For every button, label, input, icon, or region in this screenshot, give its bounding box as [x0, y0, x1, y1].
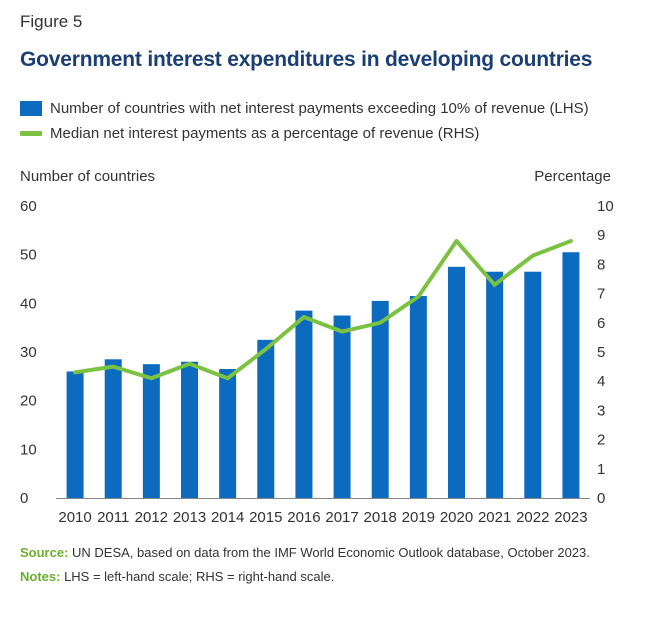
legend-line-swatch: [20, 131, 42, 136]
left-axis-title: Number of countries: [20, 168, 156, 185]
right-tick-label: 2: [597, 432, 605, 449]
right-tick-label: 6: [597, 315, 605, 332]
x-tick-label: 2019: [402, 509, 435, 526]
bar: [295, 310, 313, 498]
x-tick-label: 2021: [478, 509, 511, 526]
legend-line-label: Median net interest payments as a percen…: [50, 125, 480, 142]
source-key: Source:: [20, 545, 69, 560]
x-tick-label: 2020: [440, 509, 473, 526]
x-tick-label: 2014: [211, 509, 244, 526]
bar: [486, 271, 504, 498]
notes-note: Notes: LHS = left-hand scale; RHS = righ…: [20, 569, 334, 584]
bar: [371, 300, 389, 498]
left-tick-label: 10: [20, 441, 37, 458]
x-tick-label: 2017: [325, 509, 358, 526]
right-tick-label: 8: [597, 256, 605, 273]
x-tick-label: 2022: [516, 509, 549, 526]
x-tick-label: 2015: [249, 509, 282, 526]
x-tick-label: 2018: [364, 509, 397, 526]
legend-entry-line: Median net interest payments as a percen…: [20, 125, 479, 142]
bar: [104, 359, 122, 498]
x-tick-label: 2023: [554, 509, 587, 526]
figure-label: Figure 5: [20, 12, 83, 31]
notes-key: Notes:: [20, 569, 61, 584]
x-tick-label: 2013: [173, 509, 206, 526]
left-tick-label: 60: [20, 198, 37, 215]
right-tick-label: 9: [597, 227, 605, 244]
median-line: [73, 239, 573, 381]
legend-bar-swatch: [20, 101, 42, 116]
bar: [219, 369, 237, 498]
left-tick-label: 40: [20, 295, 37, 312]
bar: [257, 339, 275, 498]
source-note: Source: UN DESA, based on data from the …: [20, 545, 590, 560]
x-tick-label: 2010: [58, 509, 91, 526]
bar: [142, 364, 160, 498]
bar: [524, 271, 542, 498]
chart-title: Government interest expenditures in deve…: [20, 48, 593, 71]
left-tick-label: 50: [20, 247, 37, 264]
right-tick-label: 4: [597, 373, 605, 390]
bar: [66, 371, 84, 498]
right-tick-label: 0: [597, 490, 605, 507]
notes-text: LHS = left-hand scale; RHS = right-hand …: [60, 569, 335, 584]
bar: [409, 296, 427, 498]
bar: [448, 266, 465, 498]
left-tick-label: 30: [20, 344, 37, 361]
bar: [562, 252, 580, 498]
x-tick-label: 2011: [97, 509, 129, 526]
right-tick-label: 10: [597, 198, 614, 215]
x-tick-label: 2016: [287, 509, 320, 526]
right-tick-label: 7: [597, 286, 605, 303]
x-tick-label: 2012: [135, 509, 168, 526]
source-text: UN DESA, based on data from the IMF Worl…: [68, 545, 590, 560]
right-axis-title: Percentage: [534, 168, 611, 185]
bar: [181, 361, 198, 498]
right-tick-label: 1: [597, 461, 605, 478]
legend-entry-bars: Number of countries with net interest pa…: [20, 100, 589, 117]
bar: [333, 315, 351, 498]
left-tick-label: 0: [20, 490, 28, 507]
legend-bar-label: Number of countries with net interest pa…: [50, 100, 589, 117]
left-tick-label: 20: [20, 393, 37, 410]
right-tick-label: 3: [597, 402, 605, 419]
right-tick-label: 5: [597, 344, 605, 361]
